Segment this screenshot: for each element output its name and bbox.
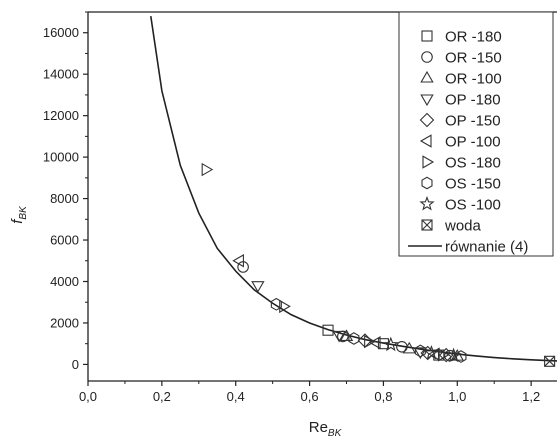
legend-marker-triangle-down xyxy=(420,94,434,107)
data-point-triangle-left xyxy=(368,335,381,350)
x-axis-title: ReBK xyxy=(309,419,343,436)
y-tick-label: 2000 xyxy=(50,315,79,330)
data-point-triangle-right xyxy=(279,299,291,314)
data-point-star xyxy=(423,344,440,360)
legend-label: OS -150 xyxy=(445,176,501,193)
data-point-star xyxy=(445,347,462,363)
y-tick-label: 14000 xyxy=(43,67,79,82)
x-tick-label: 1,0 xyxy=(448,389,466,404)
y-tick-label: 4000 xyxy=(50,274,79,289)
data-point-triangle-left xyxy=(232,254,244,268)
data-point-triangle-right xyxy=(364,334,376,349)
fitted-curve-line xyxy=(149,16,557,362)
y-tick-label: 12000 xyxy=(43,108,79,123)
data-point-square xyxy=(322,324,334,336)
legend-label: woda xyxy=(444,218,482,235)
data-point-triangle-down xyxy=(332,330,346,343)
axes: 0 2000 4000 6000 8000 10000 12000 14000 16000 0,0… xyxy=(9,11,557,436)
data-point-square xyxy=(377,338,389,350)
y-tick-label: 0 xyxy=(72,357,79,372)
legend: OR -180 OR -150 OR -100 OP -180 OP -150 OP -1… xyxy=(398,11,554,257)
data-point-diamond xyxy=(420,345,436,361)
y-tick-label: 16000 xyxy=(43,25,79,40)
legend-marker-star xyxy=(419,195,435,211)
data-point-star xyxy=(383,336,399,352)
legend-marker-triangle-right xyxy=(422,155,435,169)
legend-marker-triangle-up xyxy=(420,70,434,83)
legend-label: OS -180 xyxy=(445,155,501,172)
data-point-hexagon xyxy=(348,332,360,345)
legend-label: OR -180 xyxy=(445,29,502,46)
x-tick-label: 0,2 xyxy=(153,389,171,404)
x-tick-label: 1,2 xyxy=(522,389,540,404)
x-tick-label: 0,4 xyxy=(227,389,245,404)
legend-marker-diamond xyxy=(419,112,435,128)
y-tick-label: 6000 xyxy=(50,233,79,248)
data-point-hexagon xyxy=(270,297,282,311)
data-point-crossed-square xyxy=(544,355,556,367)
x-tick-label: 0,8 xyxy=(374,389,392,404)
data-point-triangle-down xyxy=(251,281,265,293)
legend-marker-square xyxy=(421,30,433,42)
legend-marker-triangle-left xyxy=(419,134,432,148)
legend-label: OR -100 xyxy=(445,71,502,88)
y-axis-title: fBK xyxy=(9,205,29,224)
legend-marker-hexagon xyxy=(421,176,433,190)
legend-label-curve: równanie (4) xyxy=(445,239,528,256)
legend-label: OP -180 xyxy=(445,92,501,109)
data-point-triangle-right xyxy=(201,162,214,177)
x-tick-label: 0,6 xyxy=(301,389,319,404)
legend-marker-circle xyxy=(421,51,433,63)
y-tick-label: 8000 xyxy=(50,191,79,206)
legend-marker-crossed-square xyxy=(421,219,433,231)
x-tick-label: 0,0 xyxy=(79,389,97,404)
legend-label: OP -150 xyxy=(445,113,501,130)
legend-label: OP -100 xyxy=(445,134,501,151)
legend-label: OS -100 xyxy=(445,197,501,214)
plot-area xyxy=(149,16,557,367)
data-point-triangle-up xyxy=(402,341,416,354)
data-point-triangle-down xyxy=(413,347,428,360)
data-point-diamond xyxy=(438,347,454,363)
data-point-hexagon xyxy=(414,344,426,358)
legend-label: OR -150 xyxy=(445,50,502,67)
y-tick-label: 10000 xyxy=(43,150,79,165)
data-point-triangle-right xyxy=(437,348,450,362)
